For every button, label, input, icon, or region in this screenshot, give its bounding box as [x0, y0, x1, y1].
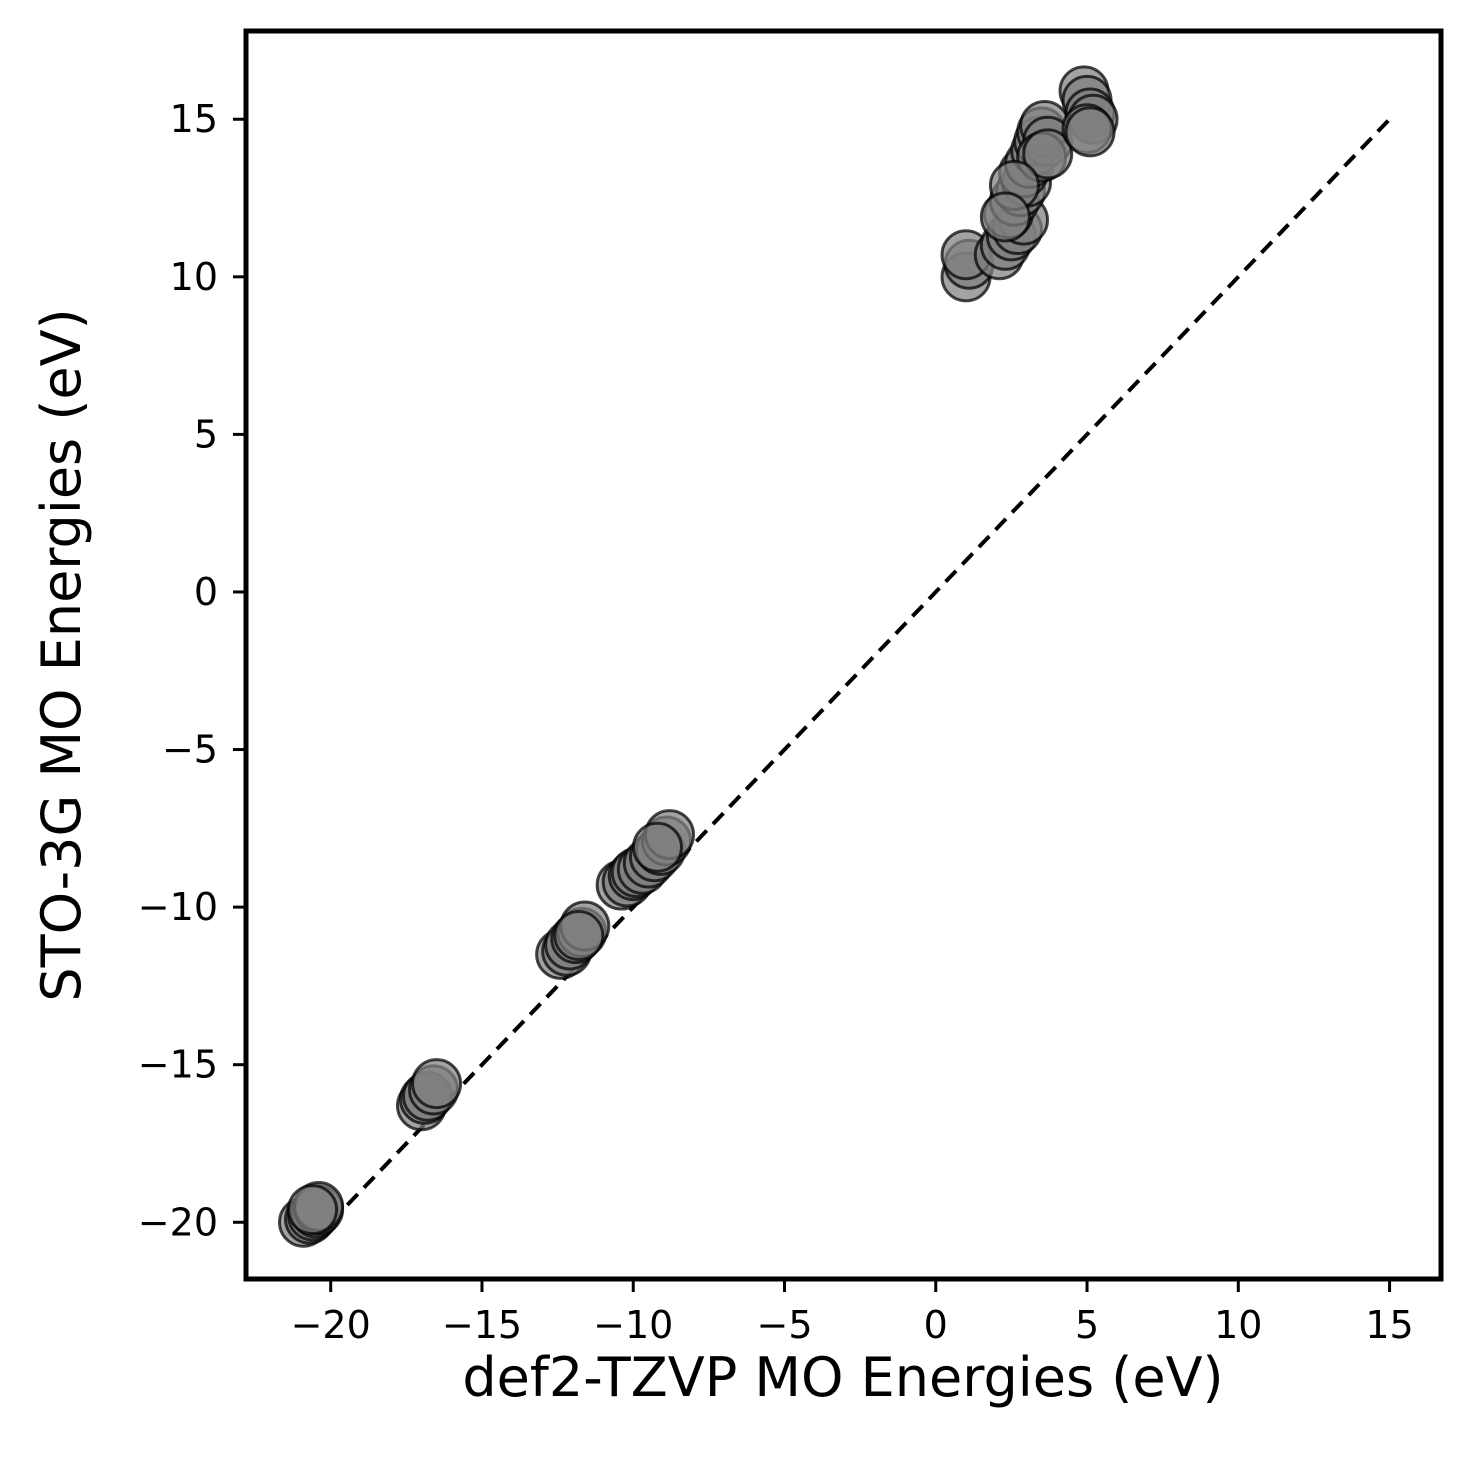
y-tick-label: −15 — [138, 1043, 218, 1087]
points-layer — [277, 65, 1119, 1248]
y-tick-label: 15 — [170, 97, 218, 141]
y-tick-label: 0 — [194, 570, 218, 614]
reference-line-layer — [329, 117, 1392, 1224]
x-axis-ticks: −20 −15 −10 −5 0 5 10 15 — [291, 1279, 1414, 1347]
x-tick-label: 15 — [1365, 1303, 1413, 1347]
scatter-point — [1064, 106, 1116, 158]
scatter-point — [287, 1184, 339, 1236]
scatter-point — [553, 909, 605, 961]
y-tick-label: 10 — [170, 255, 218, 299]
scatter-point — [979, 191, 1031, 243]
x-tick-label: 10 — [1214, 1303, 1262, 1347]
y-tick-label: −5 — [162, 728, 218, 772]
scatter-point — [1022, 128, 1074, 180]
scatter-point — [411, 1058, 463, 1110]
x-tick-label: −15 — [442, 1303, 522, 1347]
x-tick-label: −5 — [756, 1303, 812, 1347]
identity-reference-line — [329, 117, 1392, 1224]
x-axis-label: def2-TZVP MO Energies (eV) — [462, 1346, 1223, 1409]
y-tick-label: 5 — [194, 412, 218, 456]
x-tick-label: −10 — [593, 1303, 673, 1347]
y-tick-label: −20 — [138, 1200, 218, 1244]
y-tick-label: −10 — [138, 885, 218, 929]
plot-area-frame — [243, 28, 1444, 1282]
y-axis-label: STO-3G MO Energies (eV) — [30, 308, 93, 1001]
x-tick-label: 5 — [1075, 1303, 1099, 1347]
x-tick-label: 0 — [924, 1303, 948, 1347]
scatter-point — [631, 821, 683, 873]
y-axis-ticks: −20 −15 −10 −5 0 5 10 15 — [138, 97, 246, 1244]
x-tick-label: −20 — [291, 1303, 371, 1347]
